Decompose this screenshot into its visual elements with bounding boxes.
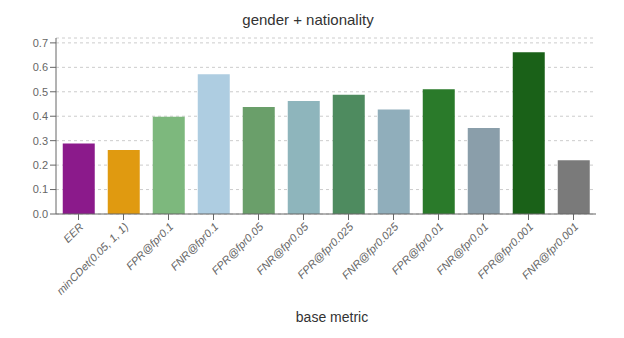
svg-text:0.3: 0.3 <box>33 135 48 147</box>
svg-text:EER: EER <box>61 220 86 245</box>
svg-text:FNR@fpr0.05: FNR@fpr0.05 <box>253 220 311 277</box>
svg-text:0.4: 0.4 <box>33 110 48 122</box>
svg-text:FPR@fpr0.1: FPR@fpr0.1 <box>123 220 176 273</box>
svg-text:0.7: 0.7 <box>33 37 48 49</box>
svg-text:0.0: 0.0 <box>33 208 48 220</box>
svg-text:FNR@fpr0.01: FNR@fpr0.01 <box>433 220 491 277</box>
svg-text:FNR@fpr0.1: FNR@fpr0.1 <box>168 220 221 273</box>
svg-text:FPR@fpr0.01: FPR@fpr0.01 <box>389 220 446 277</box>
svg-text:FPR@fpr0.05: FPR@fpr0.05 <box>209 220 266 277</box>
html-text:gender + nationality: gender + nationality <box>242 11 374 28</box>
svg-text:0.5: 0.5 <box>33 86 48 98</box>
svg-text:minCDet(0.05, 1, 1): minCDet(0.05, 1, 1) <box>54 220 131 297</box>
svg-text:FPR@fpr0.025: FPR@fpr0.025 <box>295 220 356 281</box>
svg-text:0.2: 0.2 <box>33 159 48 171</box>
svg-text:FNR@fpr0.025: FNR@fpr0.025 <box>340 220 402 282</box>
svg-text:FNR@fpr0.001: FNR@fpr0.001 <box>520 220 581 281</box>
html-text:base metric: base metric <box>295 309 369 325</box>
svg-text:FPR@fpr0.001: FPR@fpr0.001 <box>475 220 536 281</box>
svg-text:0.6: 0.6 <box>33 61 48 73</box>
svg-text:0.1: 0.1 <box>33 183 48 195</box>
